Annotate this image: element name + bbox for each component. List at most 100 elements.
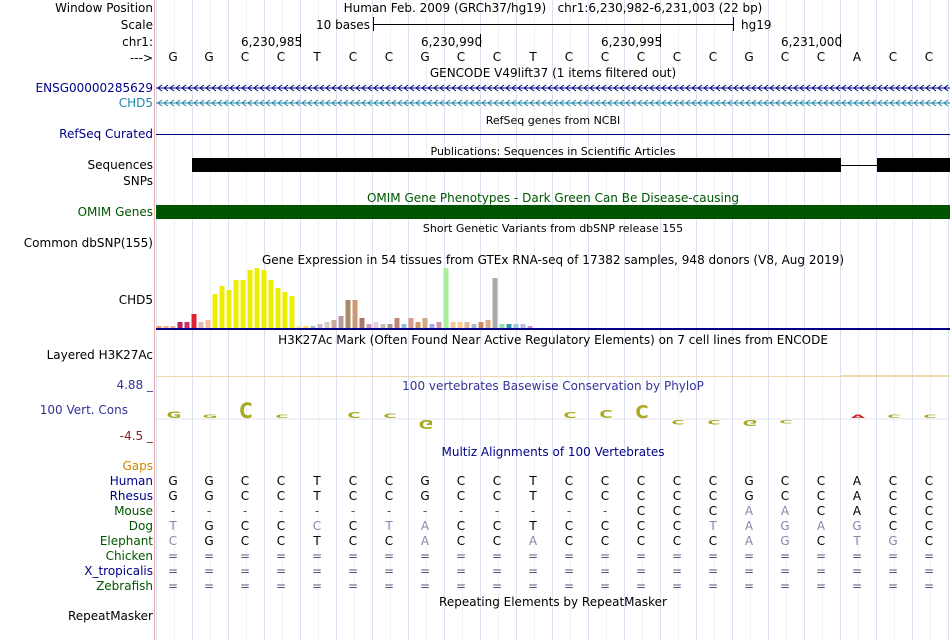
alignment-row: = = = = = = = = = = = = = = = = = = = = = =	[156, 564, 950, 578]
h3k27ac-signal[interactable]	[156, 376, 950, 377]
species-label[interactable]: Rhesus	[109, 489, 153, 503]
omim-gene-block[interactable]	[156, 205, 950, 219]
gene-label-ensg[interactable]: ENSG00000285629	[35, 81, 153, 95]
gtex-tissue-bar[interactable]	[303, 326, 309, 328]
base: C	[276, 50, 286, 64]
gtex-gene-label[interactable]: CHD5	[118, 293, 153, 307]
gtex-tissue-bar[interactable]	[471, 324, 477, 328]
gtex-tissue-bar[interactable]	[233, 280, 239, 328]
publication-sequence-block[interactable]	[877, 158, 950, 172]
gtex-tissue-bar[interactable]	[219, 286, 225, 328]
refseq-label[interactable]: RefSeq Curated	[59, 127, 153, 141]
gene-model-chd5[interactable]	[156, 97, 950, 109]
aligned-base: G	[780, 519, 790, 533]
gtex-tissue-bar[interactable]	[247, 270, 253, 328]
gtex-tissue-bar[interactable]	[296, 326, 302, 328]
repeatmasker-label[interactable]: RepeatMasker	[67, 609, 153, 623]
species-label[interactable]: Mouse	[114, 504, 153, 518]
gtex-tissue-bar[interactable]	[352, 300, 358, 328]
gtex-tissue-bar[interactable]	[422, 318, 428, 328]
gtex-tissue-bar[interactable]	[387, 324, 393, 328]
publication-sequence-gap[interactable]	[841, 165, 877, 166]
gtex-tissue-bar[interactable]	[184, 322, 190, 328]
gtex-tissue-bar[interactable]	[478, 322, 484, 328]
gtex-tissue-bar[interactable]	[240, 280, 246, 328]
gtex-tissue-bar[interactable]	[331, 320, 337, 328]
gene-model-ensg[interactable]	[156, 82, 950, 94]
species-label[interactable]: Dog	[128, 519, 153, 533]
gtex-tissue-bar[interactable]	[205, 320, 211, 328]
publications-label[interactable]: Sequences	[87, 158, 153, 172]
track-gutter-divider[interactable]	[154, 0, 155, 640]
snps-label[interactable]: SNPs	[123, 174, 153, 188]
gtex-tissue-bar[interactable]	[443, 268, 449, 328]
strand-arrow	[649, 99, 655, 107]
phylop-sequence-logo[interactable]: G G C C C C G C C C C C G C A C C	[156, 398, 950, 434]
gtex-tissue-bar[interactable]	[436, 322, 442, 328]
gtex-tissue-bar[interactable]	[254, 268, 260, 328]
aligned-base: C	[816, 489, 826, 503]
gtex-tissue-bar[interactable]	[324, 322, 330, 328]
gtex-tissue-bar[interactable]	[212, 294, 218, 328]
gtex-tissue-bar[interactable]	[366, 324, 372, 328]
gtex-tissue-bar[interactable]	[177, 322, 183, 328]
dbsnp-label[interactable]: Common dbSNP(155)	[23, 236, 153, 250]
gaps-label[interactable]: Gaps	[122, 459, 153, 473]
h3k27ac-label[interactable]: Layered H3K27Ac	[46, 348, 153, 362]
strand-arrow	[397, 99, 403, 107]
gtex-tissue-bar[interactable]	[513, 324, 519, 328]
h3k27ac-signal-peak[interactable]	[841, 375, 950, 377]
gtex-tissue-bar[interactable]	[268, 280, 274, 328]
strand-arrow	[631, 84, 637, 92]
species-label[interactable]: Zebrafish	[96, 579, 153, 593]
gtex-tissue-bar[interactable]	[261, 270, 267, 328]
strand-arrow	[691, 84, 697, 92]
gtex-tissue-bar[interactable]	[289, 296, 295, 328]
gtex-tissue-bar[interactable]	[520, 324, 526, 328]
gtex-tissue-bar[interactable]	[401, 324, 407, 328]
gtex-tissue-bar[interactable]	[359, 318, 365, 328]
gtex-tissue-bar[interactable]	[282, 292, 288, 328]
species-label[interactable]: Chicken	[105, 549, 153, 563]
gtex-tissue-bar[interactable]	[492, 278, 498, 328]
gtex-tissue-bar[interactable]	[527, 326, 533, 328]
gene-label-chd5[interactable]: CHD5	[118, 96, 153, 110]
species-label[interactable]: Elephant	[99, 534, 153, 548]
gtex-tissue-bar[interactable]	[163, 326, 169, 328]
gtex-tissue-bar[interactable]	[429, 324, 435, 328]
gtex-tissue-bar[interactable]	[275, 288, 281, 328]
gtex-tissue-bar[interactable]	[373, 322, 379, 328]
base: C	[564, 50, 574, 64]
gtex-tissue-bar[interactable]	[408, 318, 414, 328]
base: C	[456, 50, 466, 64]
gtex-tissue-bar[interactable]	[317, 324, 323, 328]
gtex-tissue-bar[interactable]	[198, 322, 204, 328]
gtex-tissue-bar[interactable]	[485, 320, 491, 328]
gtex-tissue-bar[interactable]	[394, 318, 400, 328]
gtex-tissue-bar[interactable]	[170, 326, 176, 328]
publication-sequence-block[interactable]	[192, 158, 841, 172]
gtex-tissue-bar[interactable]	[506, 324, 512, 328]
omim-label[interactable]: OMIM Genes	[77, 205, 153, 219]
strand-arrow	[691, 99, 697, 107]
gtex-tissue-bar[interactable]	[415, 322, 421, 328]
aligned-base: A	[852, 489, 862, 503]
aligned-base: -	[494, 504, 500, 518]
species-label[interactable]: Human	[109, 474, 153, 488]
gtex-tissue-bar[interactable]	[338, 316, 344, 328]
gtex-tissue-bar[interactable]	[191, 314, 197, 328]
gtex-tissue-bar[interactable]	[380, 324, 386, 328]
gtex-tissue-bar[interactable]	[345, 300, 351, 328]
strand-arrow	[361, 99, 367, 107]
gtex-tissue-bar[interactable]	[499, 324, 505, 328]
refseq-gene-line[interactable]	[156, 134, 950, 135]
phylop-label[interactable]: 100 Vert. Cons	[39, 403, 128, 417]
gtex-tissue-bar[interactable]	[464, 322, 470, 328]
gtex-tissue-bar[interactable]	[156, 326, 162, 328]
species-label[interactable]: X_tropicalis	[84, 564, 153, 578]
gtex-tissue-bar[interactable]	[457, 322, 463, 328]
gtex-tissue-bar[interactable]	[310, 326, 316, 328]
gtex-expression-chart[interactable]	[156, 268, 950, 330]
gtex-tissue-bar[interactable]	[450, 322, 456, 328]
gtex-tissue-bar[interactable]	[226, 290, 232, 328]
